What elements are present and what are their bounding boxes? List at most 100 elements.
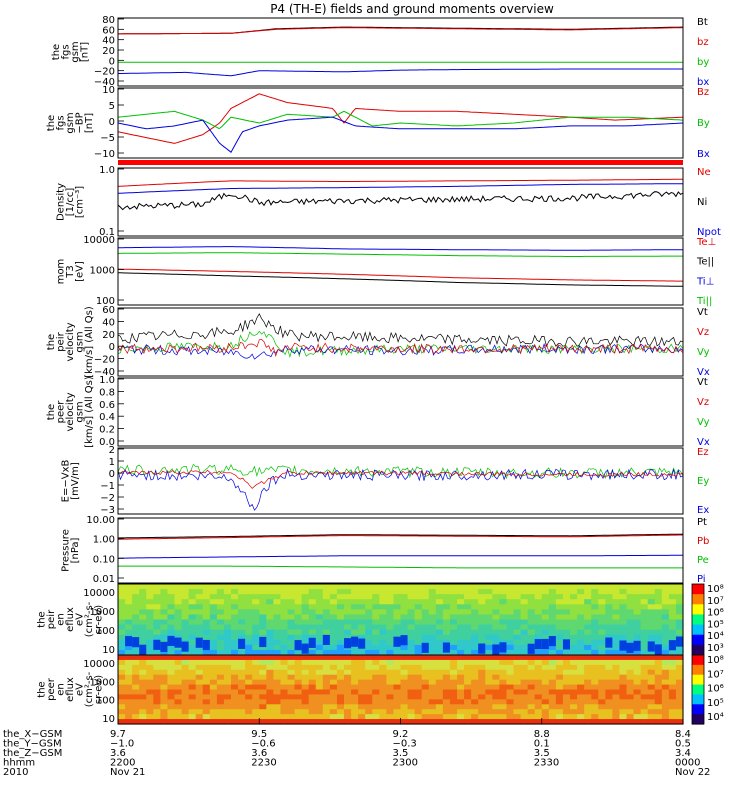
spectrogram-cell [612,614,621,621]
legend-entry: By [697,118,710,129]
spectrogram-cell [336,684,345,691]
spectrogram-cell [273,644,282,651]
spectrogram-cell [640,629,649,636]
spectrogram-cell [238,714,246,720]
x-axis-value: 8.8 [534,729,550,740]
spectrogram-cell [273,684,282,691]
spectrogram-cell [294,604,303,610]
spectrogram-cell [442,619,451,626]
spectrogram-cell [386,679,395,686]
spectrogram-cell [541,719,550,725]
legend-entry: Pb [697,536,709,547]
spectrogram-cell [457,644,465,651]
spectrogram-cell [195,614,204,621]
spectrogram-cell [654,629,663,636]
spectrogram-cell [280,594,289,600]
spectrogram-cell [414,589,423,595]
spectrogram-cell [513,714,522,720]
spectrogram-cell [174,689,183,696]
spectrogram-cell [577,694,585,700]
spectrogram-cell [562,609,571,616]
spectrogram-cell [499,594,508,600]
spectrogram-cell [499,642,507,653]
spectrogram-cell [499,714,508,720]
spectrogram-cell [520,699,529,705]
spectrogram-cell [273,604,282,610]
spectrogram-cell [308,704,317,710]
spectrogram-cell [308,655,317,661]
spectrogram-cell [202,719,211,725]
spectrogram-cell [471,679,479,686]
spectrogram-cell [344,624,352,631]
spectrogram-cell [548,609,557,616]
spectrogram-cell [273,664,282,671]
spectrogram-cell [379,619,387,626]
spectrogram-cell [499,584,508,590]
spectrogram-cell [534,709,543,715]
spectrogram-cell [584,639,592,646]
spectrogram-cell [570,719,578,725]
spectrogram-cell [132,629,140,636]
spectrogram-cell [301,684,310,691]
spectrogram-cell [541,689,550,696]
spectrogram-cell [584,599,592,605]
spectrogram-cell [223,614,232,621]
spectrogram-cell [534,664,543,671]
x-axis-value: −0.6 [251,739,275,750]
spectrogram-cell [605,614,613,621]
y-axis-label-line: peer [46,677,57,701]
spectrogram-cell [287,614,296,621]
spectrogram-cell [245,669,253,676]
spectrogram-cell [577,584,585,590]
spectrogram-cell [344,634,352,641]
spectrogram-cell [146,589,154,595]
spectrogram-cell [499,699,508,705]
spectrogram-cell [591,704,599,710]
spectrogram-cell [118,655,126,661]
spectrogram-cell [647,664,656,671]
spectrogram-cell [174,584,183,590]
spectrogram-cell [365,609,373,616]
spectrogram-cell [520,594,529,600]
spectrogram-cell [245,614,253,621]
spectrogram-cell [584,709,592,715]
spectrogram-cell [209,619,218,626]
spectrogram-cell [195,674,204,681]
spectrogram-cell [280,584,289,590]
x-axis-value: 2330 [534,758,559,769]
spectrogram-cell [379,604,387,610]
spectrogram-cell [273,704,282,710]
spectrogram-cell [118,674,126,681]
spectrogram-cell [153,704,161,710]
spectrogram-cell [146,709,154,715]
y-tick-label: 100 [96,296,115,307]
spectrogram-cell [160,655,169,661]
spectrogram-cell [238,719,246,725]
spectrogram-cell [584,629,592,636]
spectrogram-cell [231,659,239,666]
spectrogram-cell [351,704,359,710]
spectrogram-cell [520,714,529,720]
spectrogram-cell [513,609,522,616]
spectrogram-cell [238,704,246,710]
spectrogram-cell [598,589,606,595]
spectrogram-cell [577,619,585,626]
spectrogram-cell [612,624,621,631]
spectrogram-cell [541,655,550,661]
spectrogram-cell [322,584,331,590]
spectrogram-cell [626,669,635,676]
spectrogram-cell [195,684,204,691]
spectrogram-cell [591,664,599,671]
spectrogram-cell [534,669,543,676]
spectrogram-cell [534,714,543,720]
spectrogram-cell [301,714,310,720]
spectrogram-cell [195,594,204,600]
spectrogram-cell [287,634,296,641]
spectrogram-cell [619,594,628,600]
spectrogram-cell [478,659,486,666]
legend-entry: bx [697,77,709,88]
spectrogram-cell [492,634,500,641]
spectrogram-cell [365,679,373,686]
spectrogram-cell [612,634,621,641]
spectrogram-cell [675,674,684,681]
